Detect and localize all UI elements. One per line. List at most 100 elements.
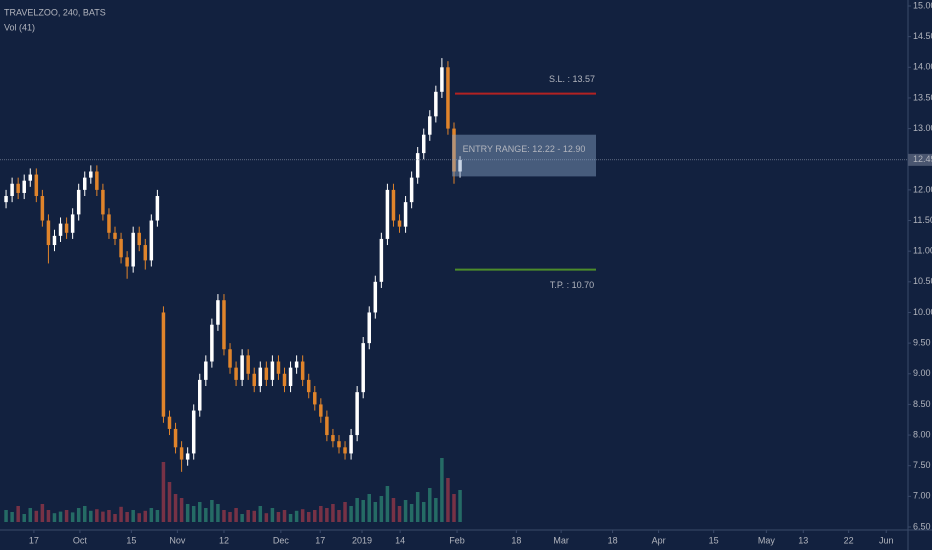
candle-body xyxy=(282,373,287,387)
y-tick-label: 11.00 xyxy=(913,246,932,256)
last-price-box xyxy=(908,153,932,166)
candle-body xyxy=(306,379,311,393)
y-tick-label: 13.50 xyxy=(913,92,932,102)
volume-bar xyxy=(40,504,45,522)
y-tick-label: 9.00 xyxy=(913,368,931,378)
volume-bar xyxy=(52,513,57,522)
y-tick-label: 10.00 xyxy=(913,307,932,317)
candle-body xyxy=(421,134,426,154)
volume-bar xyxy=(391,498,396,522)
candle-body xyxy=(246,355,250,374)
candle-body xyxy=(58,223,63,236)
candle-body xyxy=(337,441,341,448)
candle-body xyxy=(107,214,111,233)
candle-body xyxy=(446,67,450,129)
candle-body xyxy=(313,392,317,405)
volume-bar xyxy=(367,494,372,522)
level-label: S.L. : 13.57 xyxy=(549,74,595,84)
volume-bar xyxy=(101,511,105,522)
x-tick-label: 15 xyxy=(126,535,136,545)
candle-body xyxy=(355,392,359,436)
y-tick-label: 14.50 xyxy=(913,31,932,41)
volume-bar xyxy=(76,508,81,522)
candle-body xyxy=(258,367,263,387)
candle-body xyxy=(137,232,141,246)
candle-body xyxy=(28,174,33,181)
volume-bar xyxy=(306,512,311,522)
volume-bar xyxy=(397,506,402,522)
candle-body xyxy=(319,404,323,417)
candle-body xyxy=(46,220,51,246)
volume-bar xyxy=(434,498,438,522)
x-tick-label: 17 xyxy=(29,535,39,545)
candle-body xyxy=(16,183,20,193)
volume-bar xyxy=(34,510,39,522)
volume-bar xyxy=(89,510,93,522)
volume-bar xyxy=(282,510,287,522)
volume-bar xyxy=(46,510,51,522)
volume-bar xyxy=(16,506,20,522)
volume-bar xyxy=(355,498,359,522)
volume-bar xyxy=(294,510,299,522)
entry-range-box xyxy=(452,134,596,177)
candle-body xyxy=(125,257,129,267)
volume-bar xyxy=(95,509,99,522)
x-tick-label: Mar xyxy=(553,535,569,545)
candle-body xyxy=(131,232,135,267)
volume-bar xyxy=(415,492,420,522)
candle-body xyxy=(101,189,105,215)
volume-bar xyxy=(325,508,329,522)
candle-body xyxy=(82,177,87,190)
candle-body xyxy=(361,343,365,393)
y-tick-label: 9.50 xyxy=(913,337,931,347)
volume-bar xyxy=(119,506,123,522)
y-tick-label: 7.50 xyxy=(913,460,931,470)
volume-bar xyxy=(22,514,26,522)
candle-body xyxy=(391,189,396,221)
candle-body xyxy=(349,435,353,454)
candle-body xyxy=(76,189,81,215)
volume-bar xyxy=(222,510,226,522)
candle-body xyxy=(155,196,160,221)
volume-bar xyxy=(337,510,341,522)
y-tick-label: 15.00 xyxy=(913,0,932,10)
candle-body xyxy=(161,312,166,417)
candle-body xyxy=(185,453,190,460)
volume-bar xyxy=(385,486,390,522)
volume-bar xyxy=(173,494,178,522)
candle-body xyxy=(264,367,269,380)
x-tick-label: Nov xyxy=(169,535,186,545)
candle-body xyxy=(270,361,275,380)
candle-body xyxy=(458,159,462,172)
volume-bar xyxy=(288,514,293,522)
candle-body xyxy=(228,349,232,368)
volume-bar xyxy=(82,506,87,522)
x-tick-label: 18 xyxy=(608,535,618,545)
volume-bar xyxy=(198,502,202,522)
x-tick-label: Apr xyxy=(652,535,666,545)
candle-body xyxy=(331,435,335,442)
level-label: T.P. : 10.70 xyxy=(550,280,594,290)
candle-body xyxy=(198,379,202,411)
volume-bar xyxy=(421,502,426,522)
candle-body xyxy=(149,220,154,261)
candle-body xyxy=(397,220,402,227)
candle-body xyxy=(452,128,456,172)
x-tick-label: 15 xyxy=(709,535,719,545)
y-tick-label: 7.00 xyxy=(913,491,931,501)
volume-bar xyxy=(319,506,323,522)
x-tick-label: Dec xyxy=(273,535,290,545)
candle-body xyxy=(367,312,372,344)
volume-bar xyxy=(403,500,408,522)
volume-bar xyxy=(234,508,238,522)
volume-bar xyxy=(270,508,275,522)
candle-body xyxy=(210,324,214,362)
last-price-label: 12.49 xyxy=(913,154,932,164)
candle-body xyxy=(403,202,408,227)
candle-body xyxy=(428,116,432,135)
candle-body xyxy=(34,174,39,197)
volume-bar xyxy=(458,490,462,522)
volume-bar xyxy=(28,508,33,522)
